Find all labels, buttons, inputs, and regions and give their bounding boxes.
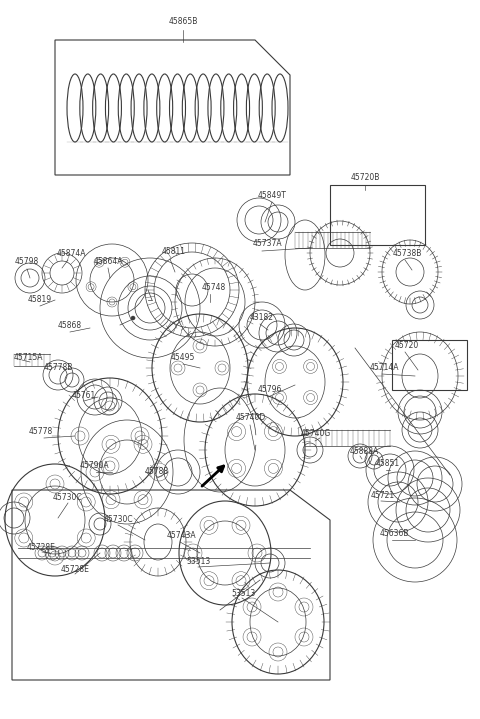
Text: 45495: 45495 (171, 352, 195, 362)
Text: 45851: 45851 (376, 459, 400, 467)
Bar (330, 185, 425, 245)
Text: 45865B: 45865B (168, 17, 198, 27)
Text: 45796: 45796 (258, 385, 282, 395)
Text: 45720B: 45720B (350, 173, 380, 183)
Text: 45715A: 45715A (13, 352, 43, 362)
Text: 45778B: 45778B (43, 364, 72, 372)
Text: 45743A: 45743A (166, 531, 196, 541)
Text: 45730C: 45730C (52, 493, 82, 501)
Text: 45790A: 45790A (79, 462, 109, 470)
Text: 45868: 45868 (58, 321, 82, 329)
Text: 53513: 53513 (186, 557, 210, 566)
Text: 45720: 45720 (395, 342, 419, 350)
Text: 45849T: 45849T (258, 191, 287, 199)
Text: 45819: 45819 (28, 295, 52, 303)
Text: 45730C: 45730C (103, 515, 133, 523)
Text: 45778: 45778 (29, 428, 53, 436)
Text: 45788: 45788 (145, 467, 169, 475)
Bar (392, 340, 467, 390)
Circle shape (131, 316, 135, 320)
Text: 43182: 43182 (250, 313, 274, 321)
Text: 45636B: 45636B (379, 529, 409, 539)
Text: 45864A: 45864A (93, 257, 123, 265)
Text: 45740G: 45740G (301, 429, 331, 439)
Text: 45761: 45761 (72, 390, 96, 400)
Text: 45728E: 45728E (60, 564, 89, 574)
Text: 53513: 53513 (231, 590, 255, 598)
Text: 45798: 45798 (15, 257, 39, 267)
Text: 45721: 45721 (371, 490, 395, 500)
Text: 45888A: 45888A (349, 447, 379, 457)
Text: 45738B: 45738B (392, 249, 422, 257)
Text: 45811: 45811 (162, 247, 186, 257)
Text: 45737A: 45737A (252, 239, 282, 249)
Text: 45740D: 45740D (236, 413, 266, 423)
Text: 45874A: 45874A (56, 249, 86, 257)
Text: 45728E: 45728E (26, 544, 55, 552)
Text: 45714A: 45714A (369, 362, 399, 372)
Text: 45748: 45748 (202, 283, 226, 291)
